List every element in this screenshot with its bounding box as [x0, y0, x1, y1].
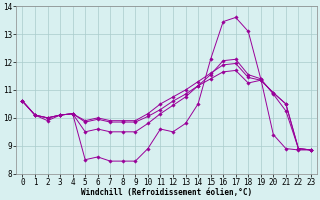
X-axis label: Windchill (Refroidissement éolien,°C): Windchill (Refroidissement éolien,°C) [81, 188, 252, 197]
